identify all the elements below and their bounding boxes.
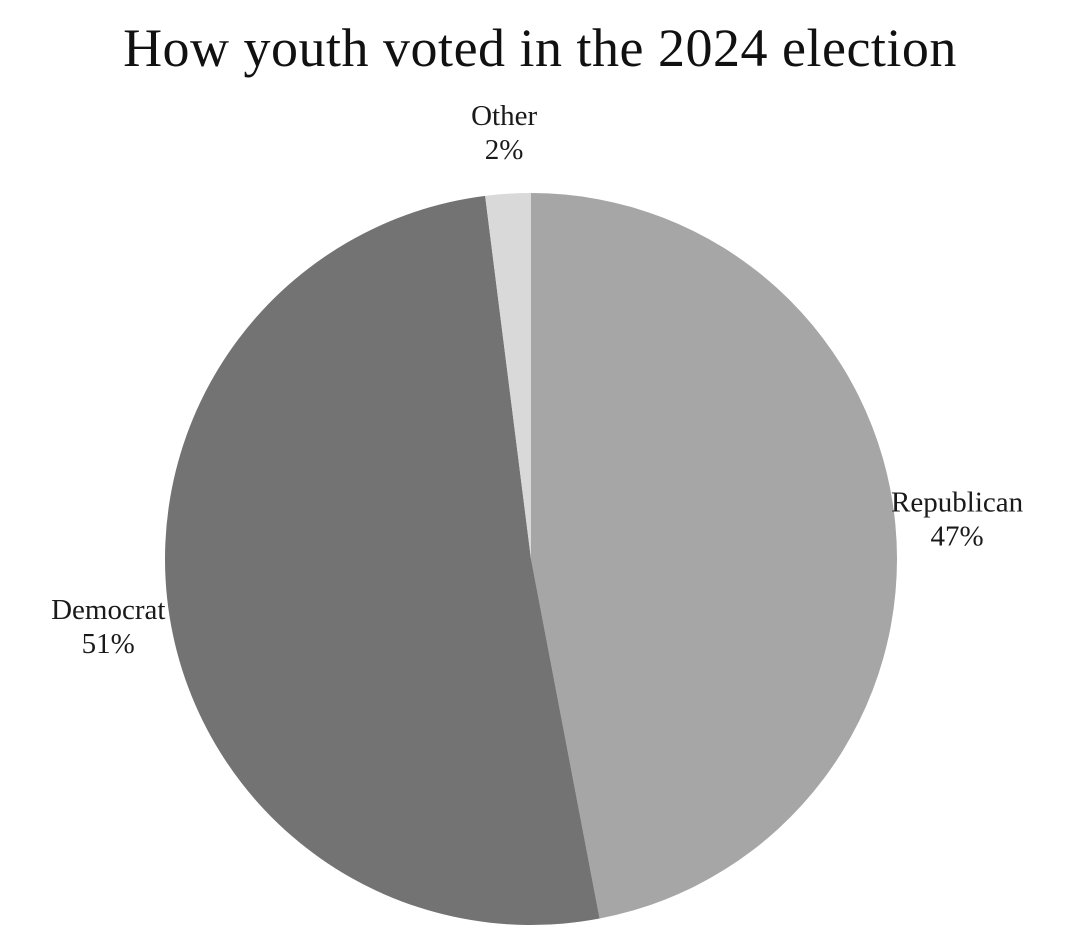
pie-slice-other bbox=[485, 193, 531, 559]
pie-slice-republican bbox=[531, 193, 898, 919]
slice-value-label: 2% bbox=[485, 134, 524, 166]
slice-value-label: 47% bbox=[931, 521, 984, 553]
chart-title: How youth voted in the 2024 election bbox=[123, 18, 957, 78]
pie-slices bbox=[164, 193, 898, 926]
slice-category-label: Democrat bbox=[51, 594, 165, 626]
slice-category-label: Republican bbox=[891, 487, 1024, 519]
pie-slice-democrat bbox=[164, 195, 600, 926]
slice-category-label: Other bbox=[471, 100, 537, 132]
slice-value-label: 51% bbox=[82, 628, 135, 660]
